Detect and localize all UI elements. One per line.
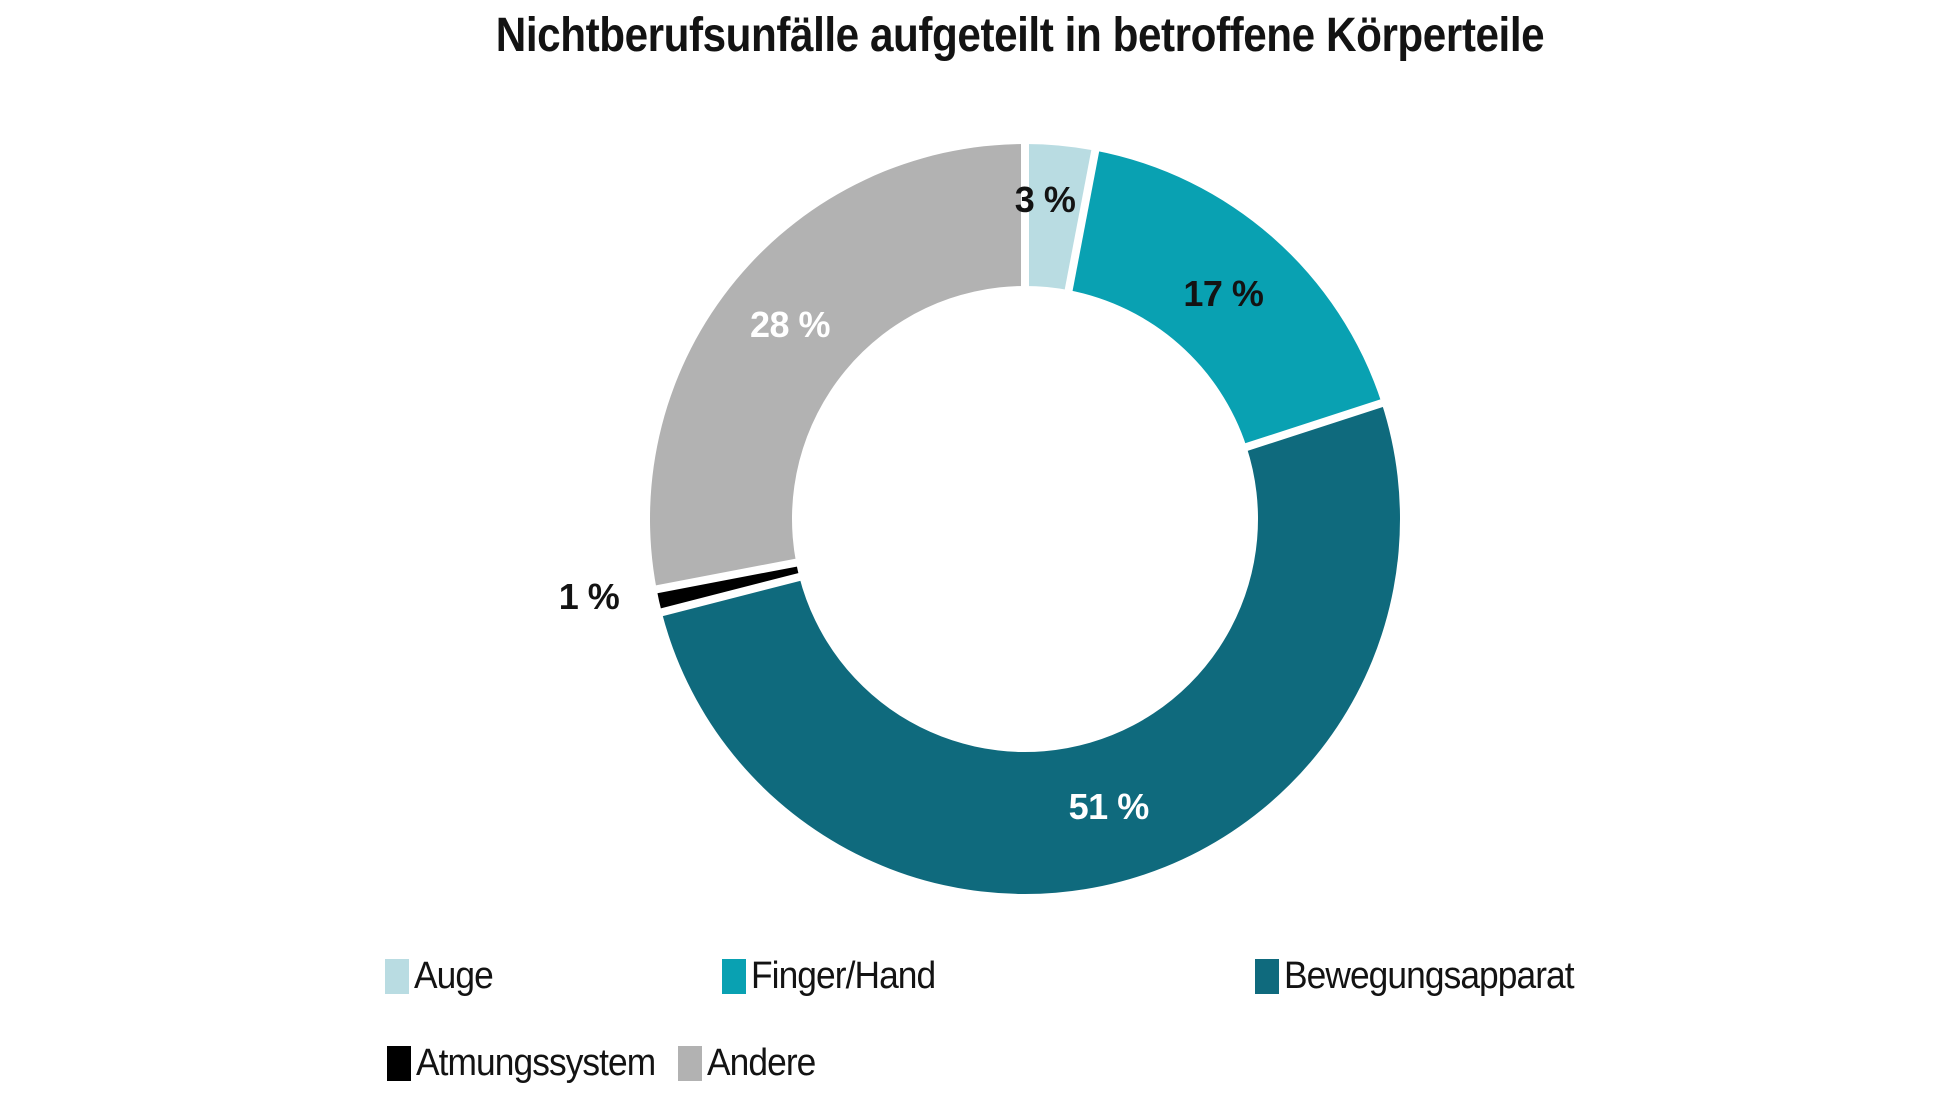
slice-separator bbox=[653, 571, 809, 619]
legend-swatch-atmungssystem bbox=[387, 1045, 411, 1081]
segment-label-finger-hand: 17 % bbox=[1183, 272, 1264, 314]
slice-andere bbox=[650, 144, 1025, 590]
segment-label-andere: 28 % bbox=[749, 303, 831, 345]
slice-separator bbox=[1063, 142, 1101, 299]
legend-swatch-andere bbox=[678, 1045, 702, 1081]
slice-finger-hand bbox=[1068, 150, 1382, 447]
legend-label-andere: Andere bbox=[707, 1041, 816, 1084]
legend-item-andere: Andere bbox=[678, 1039, 824, 1087]
legend-item-finger-hand: Finger/Hand bbox=[722, 952, 949, 1000]
segment-label-auge: 3 % bbox=[1014, 178, 1076, 220]
chart-title: Nichtberufsunfälle aufgeteilt in betroff… bbox=[495, 9, 1545, 62]
segment-label-atmungssystem: 1 % bbox=[558, 576, 620, 618]
legend-swatch-bewegungsapparat bbox=[1255, 958, 1279, 994]
legend-label-finger-hand: Finger/Hand bbox=[751, 954, 936, 997]
segment-label-bewegungsapparat: 51 % bbox=[1068, 786, 1150, 828]
legend-label-atmungssystem: Atmungssystem bbox=[416, 1041, 656, 1084]
legend-label-auge: Auge bbox=[414, 954, 494, 997]
slice-bewegungsapparat bbox=[661, 403, 1400, 894]
legend-label-bewegungsapparat: Bewegungsapparat bbox=[1284, 954, 1575, 997]
slice-auge bbox=[1025, 144, 1096, 291]
slice-separator bbox=[648, 557, 805, 595]
legend-swatch-finger-hand bbox=[722, 958, 746, 994]
legend-item-atmungssystem: Atmungssystem bbox=[387, 1039, 673, 1087]
slice-atmungssystem bbox=[656, 562, 800, 613]
legend-item-auge: Auge bbox=[385, 952, 499, 1000]
slice-separator bbox=[1237, 396, 1391, 454]
legend-swatch-auge bbox=[385, 958, 409, 994]
legend-item-bewegungsapparat: Bewegungsapparat bbox=[1255, 952, 1595, 1000]
